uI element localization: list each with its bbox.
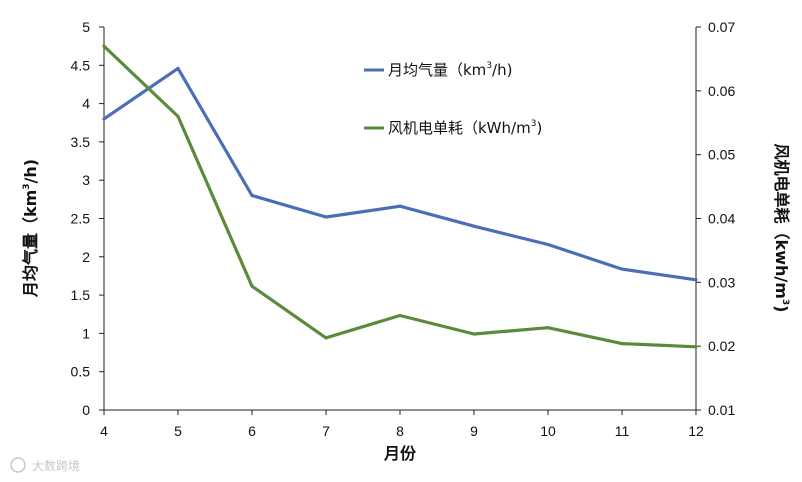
y-right-tick-label: 0.03	[708, 274, 735, 290]
data-point-gas-volume	[398, 204, 402, 208]
legend-label-gas-volume: 月均气量（km3/h)	[388, 61, 512, 79]
watermark-logo-icon	[10, 457, 26, 473]
data-point-fan-energy	[694, 345, 698, 349]
data-point-gas-volume	[546, 242, 550, 247]
x-tick-label: 4	[100, 423, 108, 439]
data-point-fan-energy	[398, 313, 402, 318]
axes: 0 0.5 1 1.5 2 2.5 3 3.5 4 4.5 5 0.01 0.02 0.03 0.04 0.0…	[71, 19, 736, 439]
data-point-fan-energy	[620, 342, 624, 346]
legend: 月均气量（km3/h) 风机电单耗（kWh/m3)	[364, 61, 542, 137]
data-point-gas-volume	[620, 267, 624, 271]
data-point-gas-volume	[472, 224, 476, 228]
legend-label-fan-energy: 风机电单耗（kWh/m3)	[388, 119, 542, 137]
data-point-fan-energy	[250, 284, 254, 288]
watermark: 大数跨境	[10, 457, 80, 473]
data-point-gas-volume	[250, 193, 254, 198]
y-right-tick-label: 0.05	[708, 147, 735, 163]
x-tick-label: 6	[248, 423, 256, 439]
y-left-tick-label: 3.5	[71, 134, 91, 150]
x-tick-label: 12	[688, 423, 704, 439]
series-layer	[102, 44, 698, 349]
y-right-tick-label: 0.07	[708, 19, 735, 35]
x-tick-label: 11	[615, 423, 630, 439]
data-point-gas-volume	[102, 117, 106, 121]
y-right-tick-label: 0.06	[708, 83, 735, 99]
x-axis-title: 月份	[383, 444, 417, 463]
data-point-fan-energy	[102, 44, 106, 48]
y-left-tick-label: 0.5	[71, 364, 91, 380]
series-line-gas-volume	[102, 66, 698, 282]
y-left-tick-label: 3	[82, 172, 90, 188]
y-left-tick-label: 5	[82, 19, 90, 35]
y-right-tick-label: 0.01	[708, 402, 735, 418]
data-point-gas-volume	[176, 66, 180, 70]
y-left-tick-label: 1	[82, 325, 90, 341]
data-point-gas-volume	[324, 215, 328, 219]
data-point-fan-energy	[546, 326, 550, 330]
y-left-tick-label: 4.5	[71, 57, 91, 73]
y-axis-right-title: 风机电单耗（kwh/m3)	[772, 144, 791, 313]
y-right-tick-label: 0.02	[708, 338, 735, 354]
x-tick-label: 8	[396, 423, 404, 439]
x-tick-label: 10	[540, 423, 556, 439]
data-point-fan-energy	[176, 114, 180, 118]
data-point-fan-energy	[472, 332, 476, 336]
y-left-tick-label: 0	[82, 402, 90, 418]
x-tick-label: 5	[174, 423, 182, 439]
watermark-text: 大数跨境	[32, 458, 80, 473]
x-tick-label: 7	[322, 423, 330, 439]
data-point-fan-energy	[324, 336, 328, 340]
y-left-tick-label: 2	[82, 249, 90, 265]
data-point-gas-volume	[694, 278, 698, 282]
x-tick-label: 9	[470, 423, 478, 439]
y-axis-left-title: 月均气量（km3/h)	[21, 159, 40, 298]
y-left-tick-label: 2.5	[71, 211, 91, 227]
y-right-tick-label: 0.04	[708, 211, 735, 227]
y-left-tick-label: 1.5	[71, 287, 91, 303]
y-left-tick-label: 4	[82, 96, 90, 112]
